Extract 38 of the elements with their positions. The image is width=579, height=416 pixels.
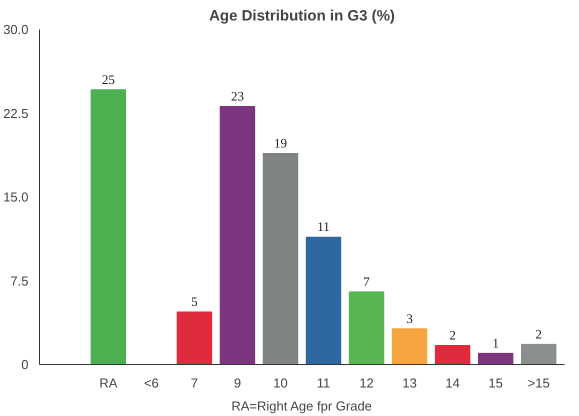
bar	[90, 89, 126, 364]
x-tick-label: >15	[528, 376, 550, 390]
bar	[348, 291, 384, 364]
chart-title: Age Distribution in G3 (%)	[209, 8, 395, 24]
data-label: 5	[191, 294, 198, 310]
data-label: 2	[449, 328, 456, 343]
data-label: 1	[492, 335, 499, 350]
x-tick-label: 15	[488, 376, 503, 390]
y-tick-label: 7.5	[10, 273, 29, 288]
bar	[392, 328, 428, 364]
bar	[220, 106, 256, 364]
x-axis-title: RA=Right Age fpr Grade	[231, 398, 372, 414]
bar	[478, 352, 514, 364]
bar	[520, 344, 556, 364]
x-tick-label: 13	[402, 376, 417, 390]
x-tick-label: 11	[316, 376, 330, 390]
x-tick-label: 14	[445, 376, 460, 390]
y-tick-label: 0	[21, 357, 29, 372]
x-tick-label: RA	[99, 376, 118, 390]
bar	[434, 345, 470, 364]
x-tick-label: 7	[190, 376, 198, 390]
y-tick-label: 15.0	[3, 190, 29, 204]
x-tick-label: <6	[144, 376, 159, 390]
data-label: 11	[317, 219, 330, 234]
x-tick-label: 9	[234, 376, 242, 390]
data-label: 19	[274, 135, 287, 150]
data-label: 23	[230, 88, 244, 104]
bar	[176, 312, 212, 364]
bar	[306, 236, 342, 364]
data-label: 2	[535, 326, 542, 342]
data-label: 25	[102, 72, 115, 87]
data-label: 3	[406, 310, 413, 326]
data-label: 7	[363, 274, 370, 289]
x-tick-label: 12	[359, 376, 374, 390]
y-tick-label: 30.0	[3, 22, 29, 37]
x-tick-label: 10	[273, 376, 288, 390]
bar	[262, 152, 298, 364]
y-tick-label: 22.5	[3, 106, 29, 121]
